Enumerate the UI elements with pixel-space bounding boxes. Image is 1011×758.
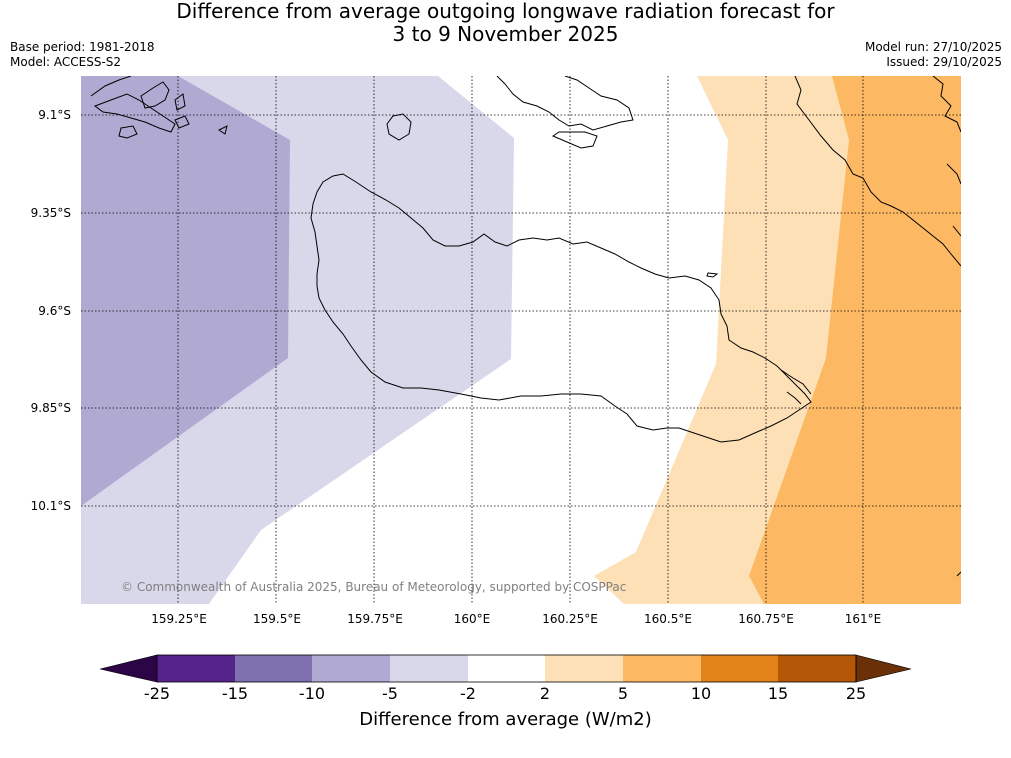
colorbar-segment [545,655,623,682]
lat-label: 9.85°S [30,401,71,415]
lon-label: 159.5°E [253,612,301,626]
graticule [81,76,961,604]
coastline-bay [780,369,812,405]
band-plus5 [749,76,961,604]
colorbar-segment [701,655,778,682]
coastline-island-north-b [551,131,598,149]
colorbar-tick: -15 [221,684,249,703]
lon-label: 160.5°E [644,612,692,626]
coastline-island-nw-a [90,76,176,133]
colorbar-tick: 10 [690,684,712,703]
colorbar-tick: 15 [767,684,789,703]
lat-label: 10.1°S [30,499,71,513]
lat-label: 9.35°S [30,206,71,220]
base-period: Base period: 1981-2018 [10,40,155,54]
lon-label: 160.25°E [542,612,598,626]
meta-left: Base period: 1981-2018 Model: ACCESS-S2 [10,40,155,70]
lon-label: 159.75°E [347,612,403,626]
band-minus10 [81,76,290,506]
colorbar [99,654,912,688]
coastline-island-north-a [496,76,634,131]
lon-label: 160.75°E [738,612,794,626]
coastline-east [794,76,961,267]
colorbar-tick: 2 [539,684,551,703]
issued-date: Issued: 29/10/2025 [886,55,1002,69]
lat-label: 9.6°S [38,304,71,318]
colorbar-tick: 25 [845,684,867,703]
colorbar-tick: -10 [298,684,326,703]
title-line-2: 3 to 9 November 2025 [392,22,619,46]
colorbar-segment [390,655,468,682]
lon-label: 160°E [453,612,491,626]
title-line-1: Difference from average outgoing longwav… [176,0,835,23]
colorbar-extend-low [99,654,158,683]
lon-label: 159.25°E [151,612,207,626]
colorbar-segment [235,655,312,682]
coastline-east-islands [932,76,961,577]
colorbar-tick: -5 [382,684,398,703]
colorbar-segment [468,655,545,682]
colorbar-segment [778,655,856,682]
lon-label: 161°E [844,612,882,626]
colorbar-frame [156,654,857,683]
coastline-island-tiny [706,272,719,278]
meta-right: Model run: 27/10/2025 Issued: 29/10/2025 [865,40,1002,70]
model-run: Model run: 27/10/2025 [864,40,1002,54]
map [81,76,961,604]
colorbar-tick: 5 [617,684,629,703]
coastline-main-island [310,173,812,443]
colorbar-segment [157,655,235,682]
colorbar-segment [623,655,701,682]
chart-title: Difference from average outgoing longwav… [0,0,1011,46]
colorbar-extend-high [855,654,912,683]
colorbar-segment [312,655,390,682]
copyright-notice: © Commonwealth of Australia 2025, Bureau… [121,580,627,594]
colorbar-tick: -25 [143,684,171,703]
lat-label: 9.1°S [38,108,71,122]
colorbar-label: Difference from average (W/m2) [359,709,652,730]
coastline-island-nw-b [140,81,186,111]
model-name: Model: ACCESS-S2 [10,55,122,69]
colorbar-tick: -2 [460,684,476,703]
